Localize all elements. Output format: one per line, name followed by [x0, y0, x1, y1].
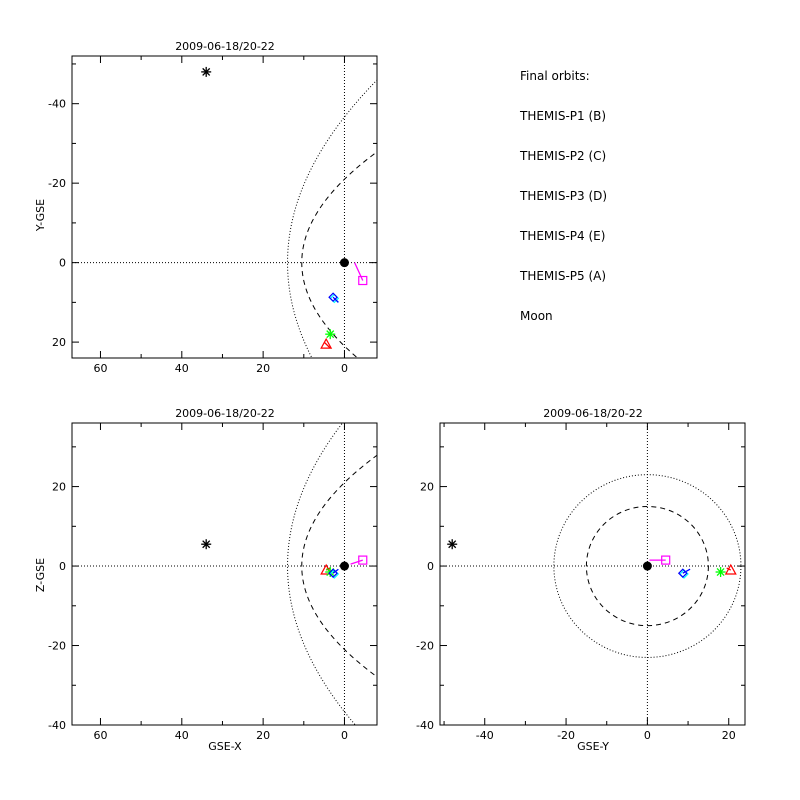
- themis-p1-b-marker: [320, 563, 333, 575]
- moon-marker-stroke: [448, 540, 457, 549]
- legend-item-p1: THEMIS-P1 (B): [519, 109, 606, 123]
- y-tick-label: 20: [420, 481, 434, 494]
- themis-p5-a-marker: [661, 555, 671, 565]
- themis-p5-a-marker: [358, 275, 368, 286]
- themis-p4-e-marker: [328, 568, 338, 579]
- x-tick-label: 0: [341, 729, 348, 742]
- y-tick-label: 0: [59, 257, 66, 270]
- plot-frame: [71, 55, 378, 359]
- themis-p2-c-marker: [325, 329, 336, 340]
- earth-marker: [339, 561, 349, 571]
- y-axis-label: Y-GSE: [34, 199, 47, 232]
- plot-title: 2009-06-18/20-22: [543, 407, 643, 420]
- x-tick-label: -20: [557, 729, 575, 742]
- y-tick-label: -40: [48, 98, 66, 111]
- y-tick-label: 0: [59, 560, 66, 573]
- themis-p1-b-orbit-trace: [323, 341, 331, 349]
- y-tick-label: -20: [48, 177, 66, 190]
- magnetopause-curve: [301, 151, 377, 358]
- themis-p2-c-marker-stroke: [716, 568, 725, 577]
- themis-p5-a-orbit-trace: [350, 559, 363, 565]
- themis-p4-e-orbit-trace: [332, 296, 339, 303]
- earth-marker: [339, 258, 349, 268]
- y-tick-label: -40: [48, 719, 66, 732]
- y-tick-label: 20: [52, 336, 66, 349]
- legend-item-p4: THEMIS-P4 (E): [519, 229, 605, 243]
- legend-item-moon: Moon: [520, 309, 553, 323]
- themis-p4-e-orbit-trace: [682, 568, 691, 574]
- legend: Final orbits: THEMIS-P1 (B) THEMIS-P2 (C…: [519, 69, 607, 323]
- plot-frame: [71, 422, 378, 726]
- yz-orbit-plot: 2009-06-18/20-22 GSE-Y -40 -20 0 20 -40 -20 0 2…: [416, 407, 746, 753]
- x-tick-label: 20: [722, 729, 736, 742]
- themis-p5-a-marker: [358, 555, 368, 565]
- moon-marker-stroke: [202, 67, 211, 76]
- x-tick-label: 60: [93, 729, 107, 742]
- x-tick-label: -40: [476, 729, 494, 742]
- y-tick-label: -20: [416, 640, 434, 653]
- legend-title: Final orbits:: [520, 69, 590, 83]
- themis-p2-c-marker-stroke: [326, 330, 335, 339]
- y-tick-label: -40: [416, 719, 434, 732]
- x-tick-label: 20: [256, 729, 270, 742]
- themis-p4-e-marker: [677, 568, 688, 579]
- y-axis-label: Z-GSE: [34, 558, 47, 592]
- y-tick-label: 20: [52, 481, 66, 494]
- moon-marker-stroke: [202, 540, 211, 549]
- themis-p1-b-marker: [320, 337, 333, 349]
- x-tick-label: 40: [175, 362, 189, 375]
- themis-p1-b-marker: [724, 563, 737, 575]
- y-tick-label: -20: [48, 640, 66, 653]
- plot-title: 2009-06-18/20-22: [175, 407, 275, 420]
- themis-p5-a-orbit-trace: [354, 262, 364, 281]
- x-tick-label: 0: [341, 362, 348, 375]
- magnetopause-curve: [301, 454, 377, 678]
- legend-item-p2: THEMIS-P2 (C): [519, 149, 606, 163]
- moon-marker: [201, 66, 212, 77]
- plot-frame: [439, 422, 746, 726]
- x-tick-label: 20: [256, 362, 270, 375]
- x-tick-label: 0: [644, 729, 651, 742]
- earth-marker: [642, 561, 652, 571]
- plot-title: 2009-06-18/20-22: [175, 40, 275, 53]
- x-axis-label: GSE-X: [208, 740, 242, 753]
- moon-marker: [447, 539, 458, 550]
- xy-orbit-plot: 2009-06-18/20-22 Y-GSE 60 40 20 0 -40 -20 0 20: [34, 40, 378, 375]
- themis-p2-c-marker: [715, 567, 726, 578]
- themis-p4-e-marker: [328, 292, 338, 303]
- plot-area: [72, 56, 377, 358]
- magnetopause-circle: [585, 505, 709, 627]
- y-tick-label: 0: [427, 560, 434, 573]
- x-tick-label: 40: [175, 729, 189, 742]
- plot-area: [72, 423, 377, 725]
- moon-marker: [201, 539, 212, 550]
- legend-item-p3: THEMIS-P3 (D): [519, 189, 607, 203]
- xz-orbit-plot: 2009-06-18/20-22 Z-GSE GSE-X 60 40 20 0 -40 -…: [34, 407, 378, 753]
- x-axis-label: GSE-Y: [577, 740, 609, 753]
- legend-item-p5: THEMIS-P5 (A): [519, 269, 606, 283]
- x-tick-label: 60: [93, 362, 107, 375]
